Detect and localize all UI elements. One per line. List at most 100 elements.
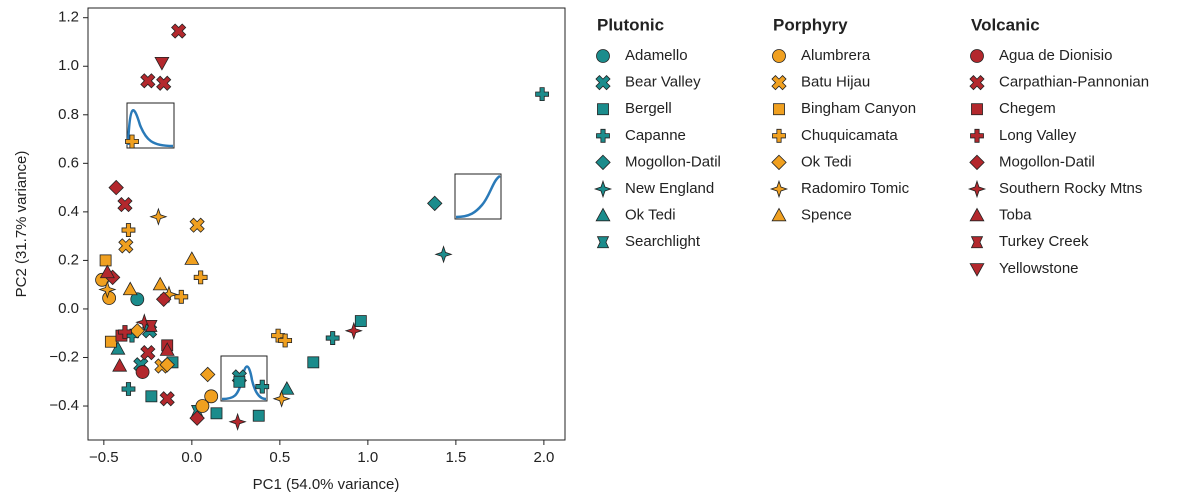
point [199, 366, 216, 383]
y-tick-label: −0.2 [49, 348, 79, 365]
legend-marker [969, 263, 985, 277]
point [171, 23, 187, 39]
legend-label: Bear Valley [625, 74, 701, 91]
point [121, 382, 136, 396]
legend-label: Bergell [625, 100, 672, 117]
y-axis-label: PC2 (31.7% variance) [13, 151, 30, 298]
legend-label: Searchlight [625, 233, 701, 250]
point [193, 270, 208, 285]
legend-label: Spence [801, 207, 852, 224]
legend-marker [771, 207, 787, 222]
legend-label: Mogollon-Datil [999, 153, 1095, 170]
point [149, 207, 168, 226]
point [307, 356, 320, 369]
x-tick-label: 1.5 [445, 449, 466, 466]
legend-label: Ok Tedi [625, 207, 676, 224]
y-tick-label: 0.8 [58, 106, 79, 123]
x-axis-label: PC1 (54.0% variance) [253, 476, 400, 493]
point [344, 321, 363, 340]
point [108, 179, 124, 196]
y-tick-label: 1.0 [58, 57, 79, 74]
point [195, 399, 210, 413]
inset-kde [126, 102, 502, 402]
legend-marker [595, 207, 611, 222]
point [252, 409, 265, 422]
point [174, 289, 189, 304]
plot-frame [87, 7, 566, 441]
legend-marker [596, 49, 610, 63]
point [159, 357, 175, 373]
point [156, 75, 172, 91]
point [228, 412, 247, 431]
legend-marker [773, 103, 785, 116]
point [159, 342, 175, 356]
x-tick-label: 1.0 [357, 449, 378, 466]
y-tick-label: 0.0 [58, 300, 79, 317]
legend-label: Toba [999, 207, 1032, 224]
point [98, 280, 117, 299]
legend-marker [597, 103, 609, 116]
point [434, 245, 453, 264]
point [102, 291, 117, 305]
point [110, 341, 126, 355]
legend-marker [971, 103, 983, 116]
point [159, 391, 175, 407]
point [145, 320, 158, 332]
legend-label: Southern Rocky Mtns [999, 180, 1142, 197]
legend-marker [769, 179, 789, 199]
legend-label: Chegem [999, 100, 1056, 117]
point [155, 291, 172, 307]
legend-label: Capanne [625, 127, 686, 144]
legend-label: Mogollon-Datil [625, 153, 721, 170]
legend-label: Chuquicamata [801, 127, 898, 144]
legend-label: Carpathian-Pannonian [999, 74, 1149, 91]
legend-label: Long Valley [999, 127, 1077, 144]
point [118, 238, 134, 254]
x-tick-label: 0.5 [269, 449, 290, 466]
legend-marker [970, 128, 984, 143]
legend-label: Batu Hijau [801, 74, 870, 91]
point [122, 281, 138, 296]
legend-label: Ok Tedi [801, 153, 852, 170]
y-tick-label: 0.2 [58, 251, 79, 268]
point [535, 87, 550, 102]
legend-label: Adamello [625, 47, 688, 64]
legend-label: Alumbrera [801, 47, 871, 64]
y-tick-label: 0.4 [58, 203, 79, 220]
legend-marker [596, 128, 610, 143]
legend-label: Turkey Creek [999, 233, 1089, 250]
legend-marker [771, 154, 787, 171]
y-tick-label: 1.2 [58, 9, 79, 26]
point [99, 254, 112, 267]
point [204, 389, 219, 404]
point [121, 223, 136, 237]
legend-marker [969, 75, 985, 91]
point [104, 335, 117, 348]
point [125, 134, 139, 149]
legend-marker [596, 236, 610, 249]
point [99, 264, 115, 279]
legend-marker [970, 236, 984, 249]
legend-label: Bingham Canyon [801, 100, 916, 117]
point [233, 375, 246, 388]
point [129, 323, 145, 339]
x-tick-label: 2.0 [533, 449, 554, 466]
point [152, 276, 168, 291]
x-tick-label: −0.5 [89, 449, 119, 466]
point [278, 333, 293, 348]
legend-marker [772, 49, 786, 63]
point [135, 365, 150, 379]
legend-group-title: Porphyry [773, 15, 848, 34]
point [279, 381, 295, 395]
legend-group-title: Plutonic [597, 15, 664, 34]
point [112, 358, 128, 372]
point [272, 389, 291, 408]
point [118, 325, 132, 339]
point [189, 217, 205, 233]
point [354, 315, 367, 328]
legend-marker [595, 75, 611, 91]
legend-marker [969, 154, 985, 171]
point [140, 73, 156, 89]
point [184, 251, 200, 265]
